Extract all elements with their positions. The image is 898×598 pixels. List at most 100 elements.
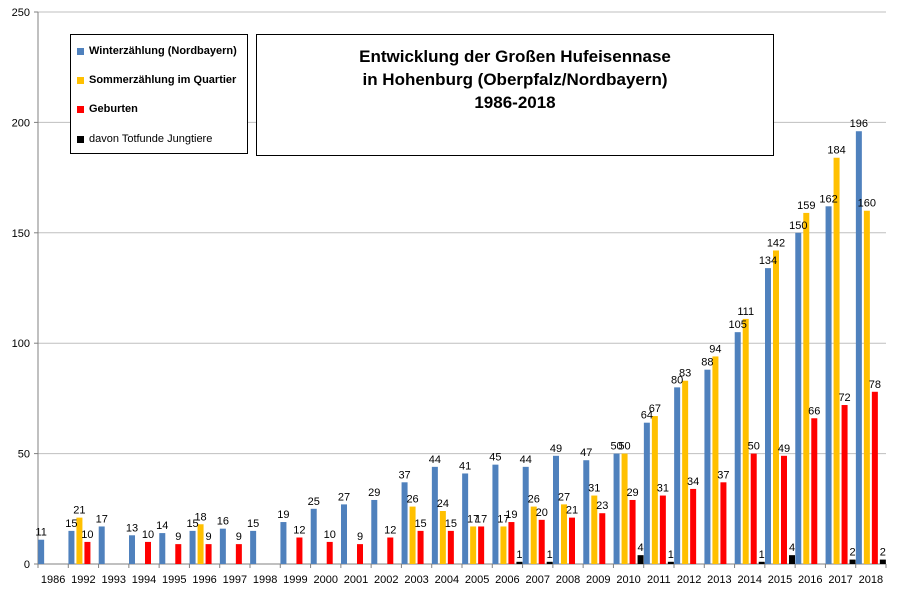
chart-title: Entwicklung der Großen Hufeisennase in H… xyxy=(256,34,774,156)
data-label-winter: 47 xyxy=(580,447,592,459)
x-tick-label: 2006 xyxy=(495,574,519,586)
x-tick-label: 1994 xyxy=(132,574,156,586)
data-label-deaths: 1 xyxy=(547,549,553,561)
data-label-winter: 50 xyxy=(610,441,622,453)
data-label-births: 31 xyxy=(657,483,669,495)
y-tick-label: 200 xyxy=(12,117,30,129)
x-tick-label: 2002 xyxy=(374,574,398,586)
legend-item-summer: Sommerzählung im Quartier xyxy=(77,74,236,86)
data-label-births: 49 xyxy=(778,443,790,455)
bar-winter xyxy=(462,473,469,564)
bar-winter xyxy=(189,530,196,564)
data-label-winter: 44 xyxy=(520,454,532,466)
bar-winter xyxy=(371,499,378,564)
bar-winter xyxy=(583,460,590,564)
bar-winter xyxy=(431,466,438,564)
bar-births xyxy=(781,455,787,564)
bar-summer xyxy=(773,250,779,565)
data-label-births: 15 xyxy=(414,518,426,530)
data-label-births: 29 xyxy=(626,487,638,499)
data-label-winter: 19 xyxy=(277,509,289,521)
bar-summer xyxy=(742,318,749,564)
legend-label-summer: Sommerzählung im Quartier xyxy=(89,74,237,86)
bar-deaths xyxy=(849,559,856,564)
data-label-deaths: 1 xyxy=(759,549,765,561)
bar-summer xyxy=(561,504,567,564)
y-tick-label: 50 xyxy=(18,449,30,461)
data-label-winter: 17 xyxy=(96,513,108,525)
bar-winter xyxy=(825,206,832,564)
legend-swatch-deaths xyxy=(77,135,84,143)
bar-winter xyxy=(734,332,741,564)
x-tick-label: 1997 xyxy=(223,574,247,586)
data-label-births: 21 xyxy=(566,505,578,517)
data-label-births: 9 xyxy=(206,531,212,543)
bar-winter xyxy=(765,268,771,564)
bar-births xyxy=(84,541,91,564)
chart-title-line-1: Entwicklung der Großen Hufeisennase xyxy=(359,47,671,66)
bar-births xyxy=(811,418,818,564)
bar-births xyxy=(447,530,454,564)
data-label-births: 72 xyxy=(838,392,850,404)
x-tick-label: 2008 xyxy=(556,574,580,586)
x-tick-label: 1998 xyxy=(253,574,277,586)
x-tick-label: 2007 xyxy=(525,574,549,586)
data-label-summer: 17 xyxy=(497,513,509,525)
bar-summer xyxy=(591,495,598,564)
data-label-births: 12 xyxy=(384,525,396,537)
data-label-summer: 159 xyxy=(797,200,815,212)
bar-births xyxy=(599,513,606,564)
bar-births xyxy=(841,405,848,564)
y-tick-label: 0 xyxy=(24,559,30,571)
data-label-deaths: 2 xyxy=(850,547,856,559)
legend-label-births: Geburten xyxy=(89,103,138,115)
data-label-winter: 16 xyxy=(217,516,229,528)
bar-summer xyxy=(682,380,689,564)
data-label-winter: 162 xyxy=(819,193,837,205)
bar-summer xyxy=(470,526,477,564)
data-label-summer: 111 xyxy=(737,306,754,318)
bar-deaths xyxy=(879,559,886,564)
data-label-summer: 27 xyxy=(558,491,570,503)
data-label-winter: 13 xyxy=(126,522,138,534)
x-tick-label: 2017 xyxy=(828,574,852,586)
bar-summer xyxy=(651,416,658,564)
data-label-winter: 25 xyxy=(308,496,320,508)
bar-summer xyxy=(409,506,416,564)
bar-winter xyxy=(310,508,317,564)
legend-item-deaths: davon Totfunde Jungtiere xyxy=(77,133,212,145)
bar-deaths xyxy=(516,561,523,564)
data-label-winter: 134 xyxy=(759,255,777,267)
data-label-winter: 88 xyxy=(701,357,713,369)
data-label-winter: 15 xyxy=(186,518,198,530)
bar-births xyxy=(750,453,757,564)
bar-winter xyxy=(341,504,347,564)
bar-summer xyxy=(530,506,537,564)
data-label-births: 12 xyxy=(293,525,305,537)
data-label-deaths: 1 xyxy=(516,549,522,561)
x-tick-label: 2010 xyxy=(616,574,640,586)
x-tick-label: 1995 xyxy=(162,574,186,586)
bar-births xyxy=(659,495,666,564)
bar-winter xyxy=(219,528,226,564)
data-label-births: 66 xyxy=(808,405,820,417)
x-tick-label: 2005 xyxy=(465,574,489,586)
bar-summer xyxy=(803,212,810,565)
bar-summer xyxy=(500,526,507,564)
bar-summer xyxy=(197,524,204,564)
x-tick-label: 2018 xyxy=(859,574,883,586)
bar-winter xyxy=(522,466,529,564)
bar-winter xyxy=(492,464,499,564)
x-tick-label: 1999 xyxy=(283,574,307,586)
legend-item-births: Geburten xyxy=(77,103,138,115)
bar-births xyxy=(871,391,878,564)
bar-deaths xyxy=(758,561,765,564)
chart-title-line-3: 1986-2018 xyxy=(474,93,556,112)
data-label-winter: 14 xyxy=(156,520,168,532)
y-tick-label: 150 xyxy=(12,228,30,240)
x-tick-label: 2013 xyxy=(707,574,731,586)
bar-winter xyxy=(68,530,75,564)
data-label-summer: 50 xyxy=(618,441,630,453)
x-tick-label: 1996 xyxy=(192,574,216,586)
